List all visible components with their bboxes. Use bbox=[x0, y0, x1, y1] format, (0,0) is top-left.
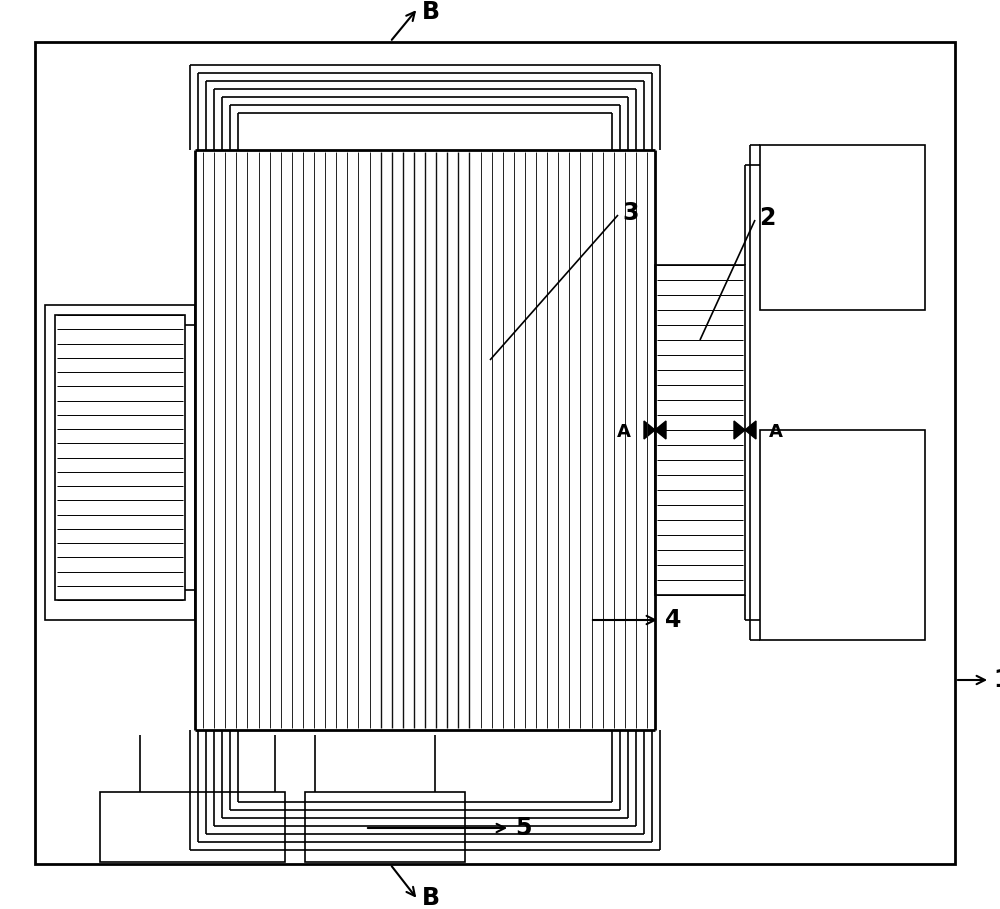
Text: 4: 4 bbox=[665, 608, 681, 632]
Bar bbox=[100, 792, 285, 862]
Polygon shape bbox=[734, 421, 745, 439]
Bar bbox=[45, 305, 195, 620]
Text: B: B bbox=[422, 0, 440, 24]
Bar bbox=[55, 315, 185, 600]
Polygon shape bbox=[745, 421, 756, 439]
Text: 1: 1 bbox=[993, 668, 1000, 692]
Text: B: B bbox=[422, 886, 440, 909]
Text: A: A bbox=[769, 423, 783, 441]
Text: 3: 3 bbox=[622, 201, 639, 225]
Bar bbox=[655, 265, 745, 595]
Bar bbox=[305, 792, 465, 862]
Bar bbox=[760, 145, 925, 310]
Polygon shape bbox=[644, 421, 655, 439]
Polygon shape bbox=[655, 421, 666, 439]
Text: A: A bbox=[617, 423, 631, 441]
Bar bbox=[760, 430, 925, 640]
Text: 2: 2 bbox=[759, 206, 775, 230]
Text: 5: 5 bbox=[515, 816, 532, 840]
